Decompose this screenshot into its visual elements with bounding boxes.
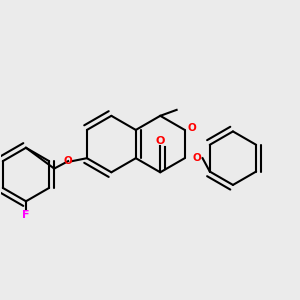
Text: O: O (156, 136, 165, 146)
Text: F: F (22, 210, 30, 220)
Text: O: O (188, 124, 197, 134)
Text: O: O (192, 153, 201, 163)
Text: O: O (63, 156, 72, 166)
